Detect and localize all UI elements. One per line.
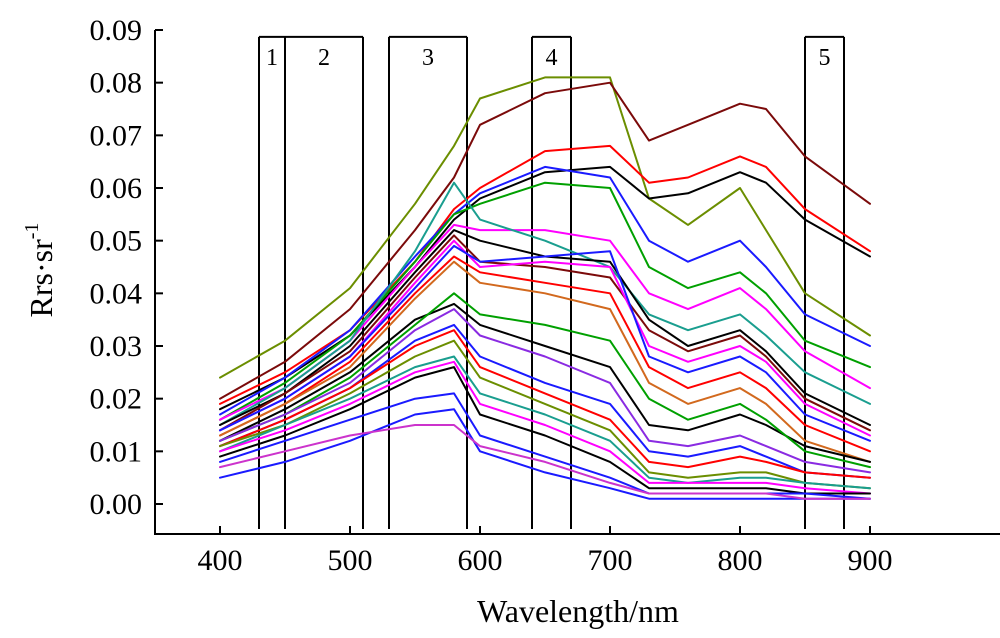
x-tick-label-800: 800 xyxy=(718,544,763,577)
series-line-11 xyxy=(219,239,871,437)
band-4-label: 4 xyxy=(546,45,558,71)
series-line-18 xyxy=(219,323,871,479)
series-line-22 xyxy=(219,360,871,495)
y-tick-label-3: 0.03 xyxy=(90,330,143,363)
y-tick-label-6: 0.06 xyxy=(90,172,143,205)
y-tick-label-2: 0.02 xyxy=(90,383,143,416)
y-axis-title: Rrs·sr-1 xyxy=(21,223,59,318)
series-line-9 xyxy=(219,229,871,426)
series-line-15 xyxy=(219,302,871,463)
y-axis-title-main: Rrs·sr xyxy=(23,239,59,318)
band-3-label: 3 xyxy=(422,45,434,71)
series-line-5 xyxy=(219,165,871,416)
series-line-12 xyxy=(219,244,871,442)
series-line-7 xyxy=(219,223,871,421)
series-line-2 xyxy=(219,81,871,400)
series-line-19 xyxy=(219,329,871,479)
series-line-6 xyxy=(219,181,871,421)
band-2: 2 xyxy=(284,35,364,529)
x-tick-label-700: 700 xyxy=(588,544,633,577)
y-tick-label-4: 0.04 xyxy=(90,277,143,310)
band-markers: 1 2 3 4 5 xyxy=(258,35,845,529)
x-tick-label-900: 900 xyxy=(848,544,893,577)
series-line-25 xyxy=(219,408,871,500)
series-line-1 xyxy=(219,76,871,379)
axis-frame xyxy=(154,30,1000,535)
x-tick-label-500: 500 xyxy=(328,544,373,577)
series-line-23 xyxy=(219,366,871,495)
y-tick-label-0: 0.00 xyxy=(90,488,143,521)
series-line-13 xyxy=(219,255,871,453)
series-line-8 xyxy=(219,181,871,426)
series-line-20 xyxy=(219,339,871,490)
y-tick-label-8: 0.08 xyxy=(90,67,143,100)
x-tick-label-600: 600 xyxy=(458,544,503,577)
y-tick-label-1: 0.01 xyxy=(90,435,143,468)
axes xyxy=(154,30,1000,535)
band-5-label: 5 xyxy=(819,45,831,71)
band-3: 3 xyxy=(388,35,468,529)
series-line-10 xyxy=(219,234,871,432)
band-1-label: 1 xyxy=(266,45,278,71)
series-line-17 xyxy=(219,308,871,474)
y-tick-label-5: 0.05 xyxy=(90,225,143,258)
series-lines xyxy=(219,76,871,500)
series-line-26 xyxy=(219,424,871,500)
x-ticks: 400 500 600 700 800 900 xyxy=(198,526,893,577)
y-ticks: 0.00 0.01 0.02 0.03 0.04 0.05 0.06 0.07 0.08 0.09 xyxy=(90,14,163,521)
series-line-14 xyxy=(219,260,871,463)
series-line-16 xyxy=(219,292,871,469)
y-tick-label-9: 0.09 xyxy=(90,14,143,47)
y-axis-title-superscript: -1 xyxy=(21,223,43,240)
y-tick-label-7: 0.07 xyxy=(90,119,143,152)
x-axis-title: Wavelength/nm xyxy=(477,593,679,629)
series-line-21 xyxy=(219,355,871,490)
band-2-label: 2 xyxy=(318,45,330,71)
x-tick-label-400: 400 xyxy=(198,544,243,577)
